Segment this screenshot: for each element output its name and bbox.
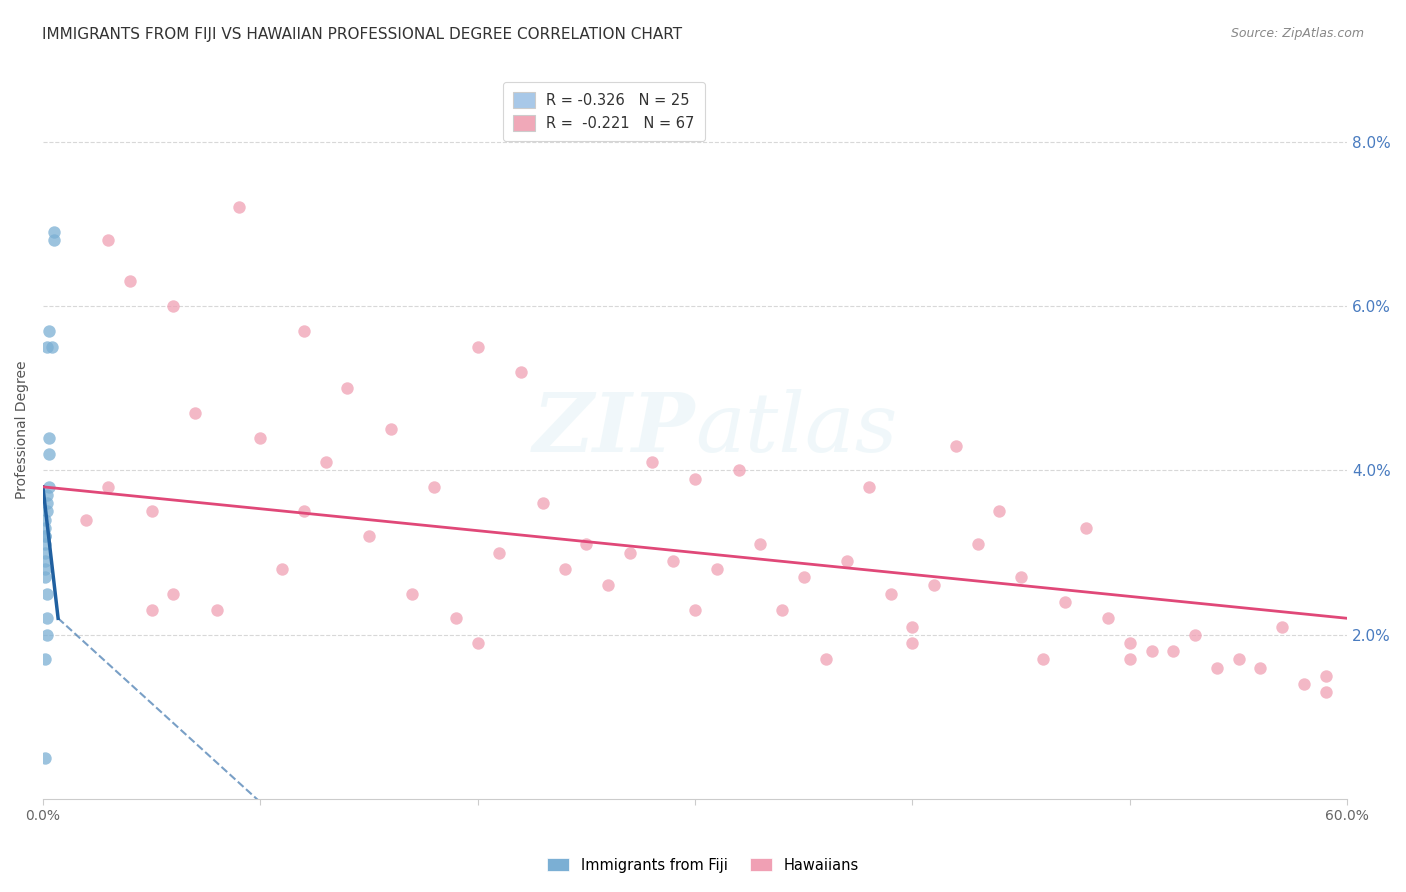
- Point: [357, 529, 380, 543]
- Point: [380, 422, 402, 436]
- Point: [510, 365, 533, 379]
- Point: [315, 455, 337, 469]
- Point: [1184, 628, 1206, 642]
- Point: [793, 570, 815, 584]
- Point: [814, 652, 837, 666]
- Point: [34, 521, 56, 535]
- Point: [922, 578, 945, 592]
- Text: ZIP: ZIP: [533, 389, 695, 469]
- Point: [1140, 644, 1163, 658]
- Point: [118, 275, 141, 289]
- Point: [42, 233, 65, 247]
- Point: [901, 619, 924, 633]
- Point: [467, 340, 489, 354]
- Point: [205, 603, 228, 617]
- Point: [401, 587, 423, 601]
- Point: [37, 587, 59, 601]
- Point: [1227, 652, 1250, 666]
- Point: [488, 545, 510, 559]
- Point: [162, 299, 184, 313]
- Point: [34, 751, 56, 765]
- Point: [880, 587, 903, 601]
- Legend: R = -0.326   N = 25, R =  -0.221   N = 67: R = -0.326 N = 25, R = -0.221 N = 67: [502, 82, 704, 141]
- Point: [1076, 521, 1098, 535]
- Point: [97, 233, 120, 247]
- Point: [228, 201, 250, 215]
- Point: [1053, 595, 1076, 609]
- Point: [1271, 619, 1294, 633]
- Point: [38, 431, 60, 445]
- Point: [34, 570, 56, 584]
- Text: Source: ZipAtlas.com: Source: ZipAtlas.com: [1230, 27, 1364, 40]
- Point: [41, 340, 63, 354]
- Point: [38, 447, 60, 461]
- Point: [34, 529, 56, 543]
- Point: [554, 562, 576, 576]
- Point: [945, 439, 967, 453]
- Point: [1292, 677, 1315, 691]
- Point: [37, 496, 59, 510]
- Point: [1097, 611, 1119, 625]
- Point: [531, 496, 554, 510]
- Point: [292, 324, 315, 338]
- Point: [683, 603, 706, 617]
- Point: [1119, 652, 1142, 666]
- Point: [575, 537, 598, 551]
- Point: [37, 340, 59, 354]
- Point: [598, 578, 620, 592]
- Point: [619, 545, 641, 559]
- Point: [749, 537, 772, 551]
- Point: [184, 406, 207, 420]
- Point: [837, 554, 859, 568]
- Text: atlas: atlas: [695, 389, 897, 469]
- Point: [38, 480, 60, 494]
- Point: [271, 562, 294, 576]
- Point: [336, 381, 359, 395]
- Legend: Immigrants from Fiji, Hawaiians: Immigrants from Fiji, Hawaiians: [540, 851, 866, 880]
- Point: [858, 480, 880, 494]
- Point: [1315, 669, 1337, 683]
- Point: [662, 554, 685, 568]
- Point: [444, 611, 467, 625]
- Point: [1032, 652, 1054, 666]
- Point: [34, 562, 56, 576]
- Point: [1163, 644, 1185, 658]
- Point: [141, 603, 163, 617]
- Point: [727, 463, 749, 477]
- Point: [249, 431, 271, 445]
- Y-axis label: Professional Degree: Professional Degree: [15, 360, 30, 499]
- Point: [1010, 570, 1032, 584]
- Point: [966, 537, 988, 551]
- Point: [292, 504, 315, 518]
- Point: [75, 513, 97, 527]
- Point: [1205, 660, 1227, 674]
- Point: [640, 455, 662, 469]
- Point: [1249, 660, 1271, 674]
- Point: [162, 587, 184, 601]
- Point: [34, 554, 56, 568]
- Point: [34, 545, 56, 559]
- Point: [37, 628, 59, 642]
- Point: [34, 529, 56, 543]
- Point: [901, 636, 924, 650]
- Point: [97, 480, 120, 494]
- Point: [683, 472, 706, 486]
- Point: [37, 504, 59, 518]
- Point: [467, 636, 489, 650]
- Point: [988, 504, 1011, 518]
- Point: [34, 652, 56, 666]
- Point: [1119, 636, 1142, 650]
- Point: [37, 488, 59, 502]
- Point: [1315, 685, 1337, 699]
- Point: [37, 611, 59, 625]
- Point: [34, 513, 56, 527]
- Point: [706, 562, 728, 576]
- Point: [141, 504, 163, 518]
- Point: [42, 225, 65, 239]
- Point: [423, 480, 446, 494]
- Point: [770, 603, 793, 617]
- Text: IMMIGRANTS FROM FIJI VS HAWAIIAN PROFESSIONAL DEGREE CORRELATION CHART: IMMIGRANTS FROM FIJI VS HAWAIIAN PROFESS…: [42, 27, 682, 42]
- Point: [38, 324, 60, 338]
- Point: [34, 537, 56, 551]
